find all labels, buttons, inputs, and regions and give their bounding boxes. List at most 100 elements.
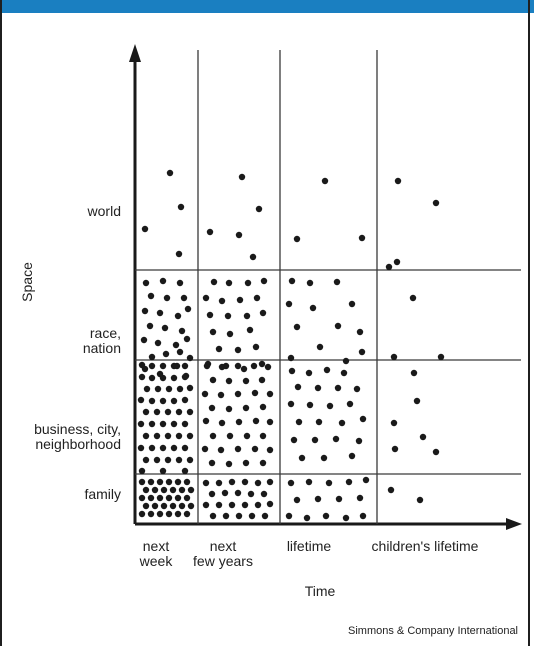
density-dot <box>253 294 261 302</box>
density-dot <box>151 502 159 510</box>
density-dot <box>209 432 217 440</box>
density-dot <box>247 490 255 498</box>
density-dot <box>333 278 341 286</box>
density-dot <box>390 419 398 427</box>
density-dot <box>295 418 303 426</box>
density-dot <box>226 432 234 440</box>
density-dot <box>178 502 186 510</box>
density-dot <box>176 279 184 287</box>
density-dot <box>183 335 191 343</box>
density-dot <box>242 377 250 385</box>
x-axis-title: Time <box>305 583 336 599</box>
density-dot <box>183 494 191 502</box>
density-dot <box>225 460 233 468</box>
density-dot <box>224 312 232 320</box>
density-dot <box>228 478 236 486</box>
density-dot <box>241 501 249 509</box>
density-dot <box>338 419 346 427</box>
density-dot <box>137 420 145 428</box>
density-dot <box>202 294 210 302</box>
density-dot <box>285 512 293 520</box>
density-dot <box>170 374 178 382</box>
dots-layer <box>137 169 445 522</box>
column-label-lifetime: lifetime <box>287 538 332 554</box>
density-dot <box>314 495 322 503</box>
density-dot <box>175 250 183 258</box>
density-dot <box>169 486 177 494</box>
density-dot <box>206 311 214 319</box>
density-dot <box>159 374 167 382</box>
density-dot <box>146 322 154 330</box>
density-dot <box>206 228 214 236</box>
density-dot <box>164 408 172 416</box>
density-dot <box>251 445 259 453</box>
column-label-next-few-years: next few years <box>193 538 253 569</box>
density-dot <box>252 417 260 425</box>
density-dot <box>181 420 189 428</box>
density-dot <box>209 512 217 520</box>
density-dot <box>159 420 167 428</box>
density-dot <box>147 292 155 300</box>
density-dot <box>164 456 172 464</box>
density-dot <box>240 365 248 373</box>
density-dot <box>209 328 217 336</box>
density-dot <box>215 345 223 353</box>
density-dot <box>187 502 195 510</box>
density-dot <box>203 362 211 370</box>
density-dot <box>260 490 268 498</box>
density-dot <box>169 502 177 510</box>
density-dot <box>342 514 350 522</box>
density-dot <box>186 384 194 392</box>
density-dot <box>181 373 189 381</box>
density-dot <box>288 277 296 285</box>
density-dot <box>183 478 191 486</box>
density-dot <box>250 362 258 370</box>
density-dot <box>151 486 159 494</box>
density-dot <box>287 479 295 487</box>
density-dot <box>242 404 250 412</box>
density-dot <box>225 377 233 385</box>
density-dot <box>394 177 402 185</box>
density-dot <box>148 353 156 361</box>
density-dot <box>138 361 146 369</box>
density-dot <box>172 341 180 349</box>
row-label-race-nation: race, nation <box>83 325 121 356</box>
density-dot <box>258 376 266 384</box>
density-dot <box>243 312 251 320</box>
density-dot <box>266 390 274 398</box>
density-dot <box>264 363 272 371</box>
density-dot <box>252 343 260 351</box>
density-dot <box>320 454 328 462</box>
density-dot <box>201 390 209 398</box>
density-dot <box>181 467 189 475</box>
density-dot <box>165 385 173 393</box>
density-dot <box>140 336 148 344</box>
density-dot <box>266 446 274 454</box>
density-dot <box>305 478 313 486</box>
density-dot <box>259 432 267 440</box>
density-dot <box>161 324 169 332</box>
density-dot <box>156 309 164 317</box>
density-dot <box>165 478 173 486</box>
density-dot <box>385 263 393 271</box>
density-dot <box>358 234 366 242</box>
density-dot <box>142 279 150 287</box>
y-axis-arrow <box>129 44 141 62</box>
density-dot <box>164 432 172 440</box>
density-dot <box>137 396 145 404</box>
density-dot <box>148 397 156 405</box>
density-dot <box>348 452 356 460</box>
density-dot <box>315 418 323 426</box>
density-dot <box>215 501 223 509</box>
density-dot <box>153 456 161 464</box>
density-dot <box>159 397 167 405</box>
density-dot <box>234 489 242 497</box>
row-label-business-city-neighborhood: business, city, neighborhood <box>34 421 121 452</box>
density-dot <box>249 253 257 261</box>
density-dot <box>176 385 184 393</box>
density-dot <box>138 478 146 486</box>
density-dot <box>355 437 363 445</box>
density-dot <box>142 456 150 464</box>
density-dot <box>259 403 267 411</box>
density-dot <box>419 433 427 441</box>
